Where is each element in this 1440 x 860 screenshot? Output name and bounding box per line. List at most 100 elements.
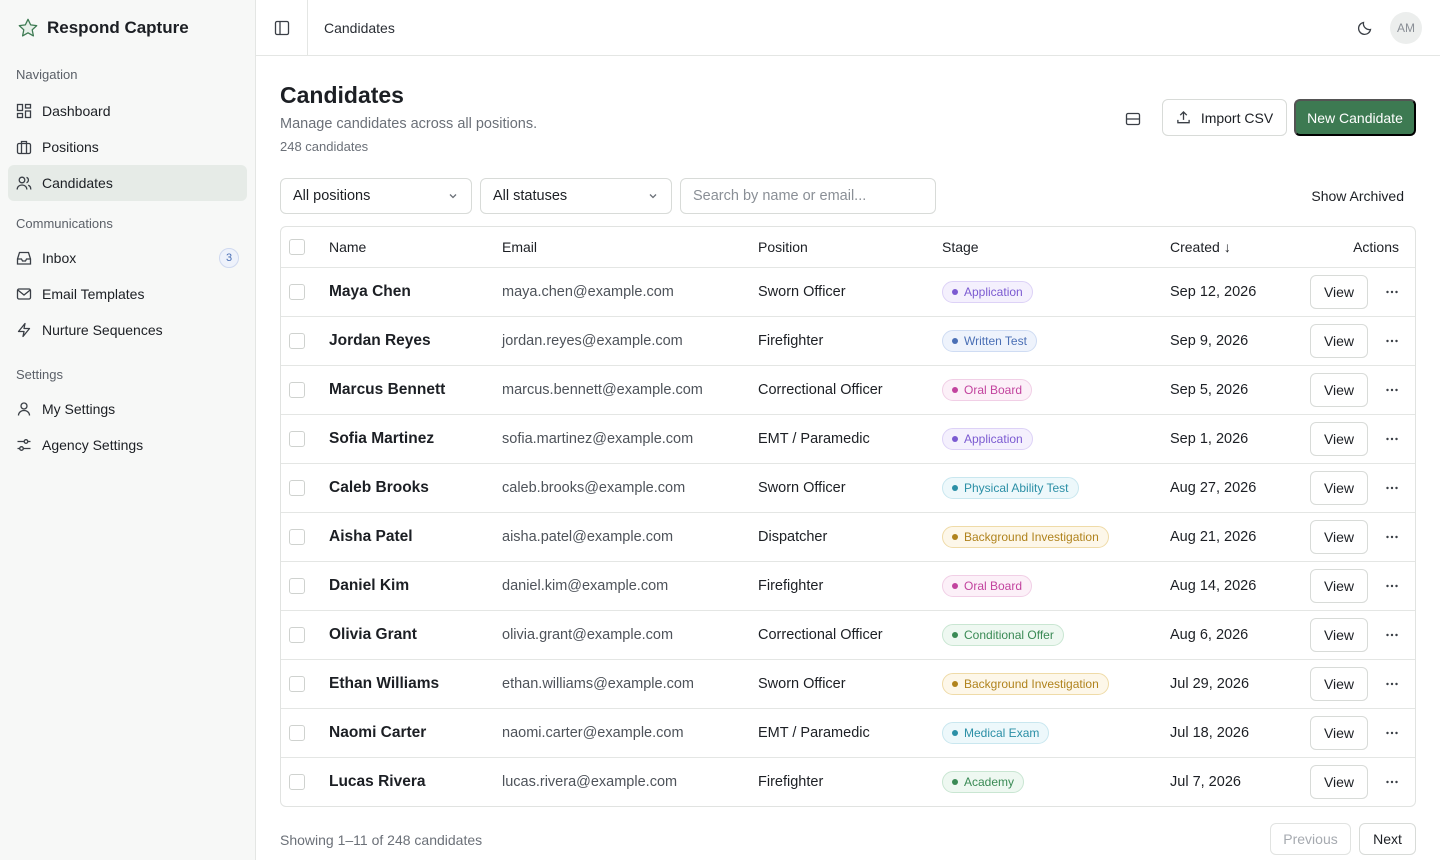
table-row[interactable]: Maya Chen maya.chen@example.com Sworn Of… [281, 267, 1415, 316]
row-checkbox[interactable] [289, 431, 305, 447]
sidebar-item-positions[interactable]: Positions [8, 129, 247, 165]
view-button[interactable]: View [1310, 716, 1368, 750]
more-actions-button[interactable] [1377, 767, 1407, 797]
more-actions-button[interactable] [1377, 620, 1407, 650]
table-row[interactable]: Lucas Rivera lucas.rivera@example.com Fi… [281, 757, 1415, 806]
sidebar-item-my-settings[interactable]: My Settings [8, 391, 247, 427]
column-header-position[interactable]: Position [758, 239, 808, 255]
candidate-count: 248 candidates [280, 139, 369, 154]
ellipsis-icon [1386, 731, 1398, 735]
sidebar-item-email-templates[interactable]: Email Templates [8, 276, 247, 312]
candidate-name[interactable]: Olivia Grant [329, 626, 417, 643]
row-checkbox[interactable] [289, 578, 305, 594]
view-button[interactable]: View [1310, 324, 1368, 358]
more-actions-button[interactable] [1377, 424, 1407, 454]
candidate-name[interactable]: Caleb Brooks [329, 479, 429, 496]
table-header-row: Name Email Position Stage Created ↓ Acti… [281, 227, 1415, 267]
table-row[interactable]: Daniel Kim daniel.kim@example.com Firefi… [281, 561, 1415, 610]
ellipsis-icon [1386, 388, 1398, 392]
row-checkbox[interactable] [289, 333, 305, 349]
more-actions-button[interactable] [1377, 669, 1407, 699]
column-header-stage[interactable]: Stage [942, 239, 979, 255]
new-candidate-button[interactable]: New Candidate [1294, 99, 1416, 136]
view-button[interactable]: View [1310, 373, 1368, 407]
row-checkbox[interactable] [289, 382, 305, 398]
stage-badge: Oral Board [942, 379, 1033, 401]
candidate-name[interactable]: Naomi Carter [329, 724, 427, 741]
row-checkbox[interactable] [289, 627, 305, 643]
star-logo-icon [18, 18, 38, 37]
table-row[interactable]: Aisha Patel aisha.patel@example.com Disp… [281, 512, 1415, 561]
table-row[interactable]: Olivia Grant olivia.grant@example.com Co… [281, 610, 1415, 659]
status-filter-select[interactable]: All statuses [480, 178, 672, 214]
table-row[interactable]: Ethan Williams ethan.williams@example.co… [281, 659, 1415, 708]
row-checkbox[interactable] [289, 725, 305, 741]
search-input[interactable] [680, 178, 936, 214]
theme-toggle-button[interactable] [1350, 13, 1380, 43]
sidebar-item-nurture-sequences[interactable]: Nurture Sequences [8, 312, 247, 348]
table-row[interactable]: Sofia Martinez sofia.martinez@example.co… [281, 414, 1415, 463]
table-row[interactable]: Jordan Reyes jordan.reyes@example.com Fi… [281, 316, 1415, 365]
table-row[interactable]: Caleb Brooks caleb.brooks@example.com Sw… [281, 463, 1415, 512]
candidate-name[interactable]: Aisha Patel [329, 528, 413, 545]
more-actions-button[interactable] [1377, 522, 1407, 552]
candidate-email: ethan.williams@example.com [502, 676, 695, 692]
view-button[interactable]: View [1310, 765, 1368, 799]
candidate-name[interactable]: Jordan Reyes [329, 332, 431, 349]
previous-page-button[interactable]: Previous [1270, 823, 1351, 855]
view-button[interactable]: View [1310, 275, 1368, 309]
more-actions-button[interactable] [1377, 571, 1407, 601]
show-archived-button[interactable]: Show Archived [1311, 188, 1404, 204]
candidate-name[interactable]: Marcus Bennett [329, 381, 446, 398]
topbar: Candidates AM [256, 0, 1440, 56]
stage-label: Academy [964, 775, 1015, 789]
created-date: Aug 21, 2026 [1170, 529, 1257, 545]
position-filter-select[interactable]: All positions [280, 178, 472, 214]
stage-dot-icon [952, 338, 958, 344]
more-actions-button[interactable] [1377, 326, 1407, 356]
candidate-name[interactable]: Maya Chen [329, 283, 411, 300]
column-toggle-button[interactable] [1118, 104, 1148, 134]
more-actions-button[interactable] [1377, 277, 1407, 307]
sidebar-item-dashboard[interactable]: Dashboard [8, 93, 247, 129]
row-checkbox[interactable] [289, 284, 305, 300]
column-header-email[interactable]: Email [502, 239, 538, 255]
candidate-email: jordan.reyes@example.com [502, 333, 683, 349]
import-csv-button[interactable]: Import CSV [1162, 99, 1287, 136]
sidebar-toggle-button[interactable] [256, 0, 308, 55]
view-button[interactable]: View [1310, 569, 1368, 603]
sidebar-item-candidates[interactable]: Candidates [8, 165, 247, 201]
avatar[interactable]: AM [1390, 11, 1422, 44]
pagination-summary: Showing 1–11 of 248 candidates [280, 832, 483, 848]
select-all-checkbox[interactable] [289, 239, 305, 255]
next-page-button[interactable]: Next [1359, 823, 1416, 855]
view-button[interactable]: View [1310, 520, 1368, 554]
table-body: Maya Chen maya.chen@example.com Sworn Of… [281, 267, 1415, 806]
column-header-name[interactable]: Name [329, 239, 367, 255]
users-icon [16, 175, 32, 191]
row-checkbox[interactable] [289, 529, 305, 545]
table-row[interactable]: Naomi Carter naomi.carter@example.com EM… [281, 708, 1415, 757]
view-button[interactable]: View [1310, 422, 1368, 456]
view-button[interactable]: View [1310, 471, 1368, 505]
more-actions-button[interactable] [1377, 473, 1407, 503]
view-button[interactable]: View [1310, 618, 1368, 652]
more-actions-button[interactable] [1377, 375, 1407, 405]
candidate-name[interactable]: Sofia Martinez [329, 430, 435, 447]
candidate-name[interactable]: Lucas Rivera [329, 773, 426, 790]
candidate-name[interactable]: Daniel Kim [329, 577, 410, 594]
breadcrumb[interactable]: Candidates [324, 19, 395, 36]
view-button[interactable]: View [1310, 667, 1368, 701]
row-checkbox[interactable] [289, 676, 305, 692]
brand[interactable]: Respond Capture [0, 0, 255, 55]
row-checkbox[interactable] [289, 480, 305, 496]
candidate-position: Firefighter [758, 774, 824, 790]
stage-dot-icon [952, 485, 958, 491]
candidate-name[interactable]: Ethan Williams [329, 675, 440, 692]
more-actions-button[interactable] [1377, 718, 1407, 748]
sidebar-item-agency-settings[interactable]: Agency Settings [8, 427, 247, 463]
sidebar-item-inbox[interactable]: Inbox 3 [8, 240, 247, 276]
table-row[interactable]: Marcus Bennett marcus.bennett@example.co… [281, 365, 1415, 414]
column-header-created[interactable]: Created ↓ [1170, 227, 1231, 267]
row-checkbox[interactable] [289, 774, 305, 790]
